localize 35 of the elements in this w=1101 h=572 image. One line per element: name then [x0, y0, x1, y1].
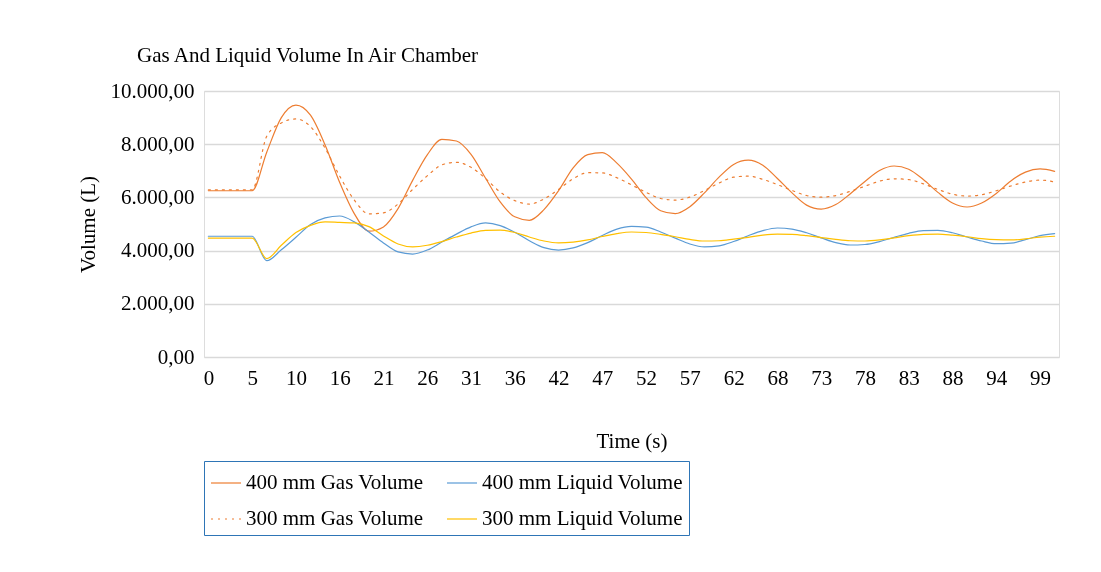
- x-tick-label: 99: [1030, 365, 1052, 390]
- legend-label: 400 mm Gas Volume: [246, 470, 424, 494]
- chart-title: Gas And Liquid Volume In Air Chamber: [137, 43, 479, 67]
- x-tick-label: 42: [548, 365, 570, 390]
- y-tick-label: 4.000,00: [121, 238, 195, 263]
- x-tick-label: 52: [636, 365, 658, 390]
- x-tick-label: 0: [203, 365, 215, 390]
- y-tick-label: 2.000,00: [121, 291, 195, 316]
- x-tick-label: 21: [373, 365, 395, 390]
- x-axis-title: Time (s): [596, 428, 668, 453]
- x-tick-label: 10: [285, 365, 307, 390]
- x-tick-label: 26: [417, 365, 439, 390]
- x-tick-label: 5: [247, 365, 258, 390]
- x-tick-label: 73: [811, 365, 833, 390]
- line-series: [207, 215, 1056, 262]
- x-tick-label: 16: [329, 365, 351, 390]
- legend-label: 300 mm Gas Volume: [246, 506, 424, 530]
- y-tick-label: 6.000,00: [121, 184, 195, 209]
- line-series: [207, 221, 1056, 260]
- x-tick-label: 31: [461, 365, 483, 390]
- x-tick-label: 36: [504, 365, 526, 390]
- x-tick-label: 57: [679, 365, 701, 390]
- x-tick-label: 47: [592, 365, 614, 390]
- legend-label: 400 mm Liquid Volume: [482, 470, 683, 494]
- x-tick-label: 83: [898, 365, 920, 390]
- legend-label: 300 mm Liquid Volume: [482, 506, 683, 530]
- x-tick-label: 62: [723, 365, 745, 390]
- x-tick-label: 78: [854, 365, 876, 390]
- y-tick-label: 10.000,00: [110, 78, 195, 103]
- x-tick-label: 68: [767, 365, 789, 390]
- y-tick-label: 8.000,00: [121, 131, 195, 156]
- x-tick-label: 94: [986, 365, 1008, 390]
- y-tick-label: 0,00: [157, 344, 195, 369]
- x-tick-label: 88: [942, 365, 964, 390]
- y-axis-title: Volume (L): [75, 175, 100, 274]
